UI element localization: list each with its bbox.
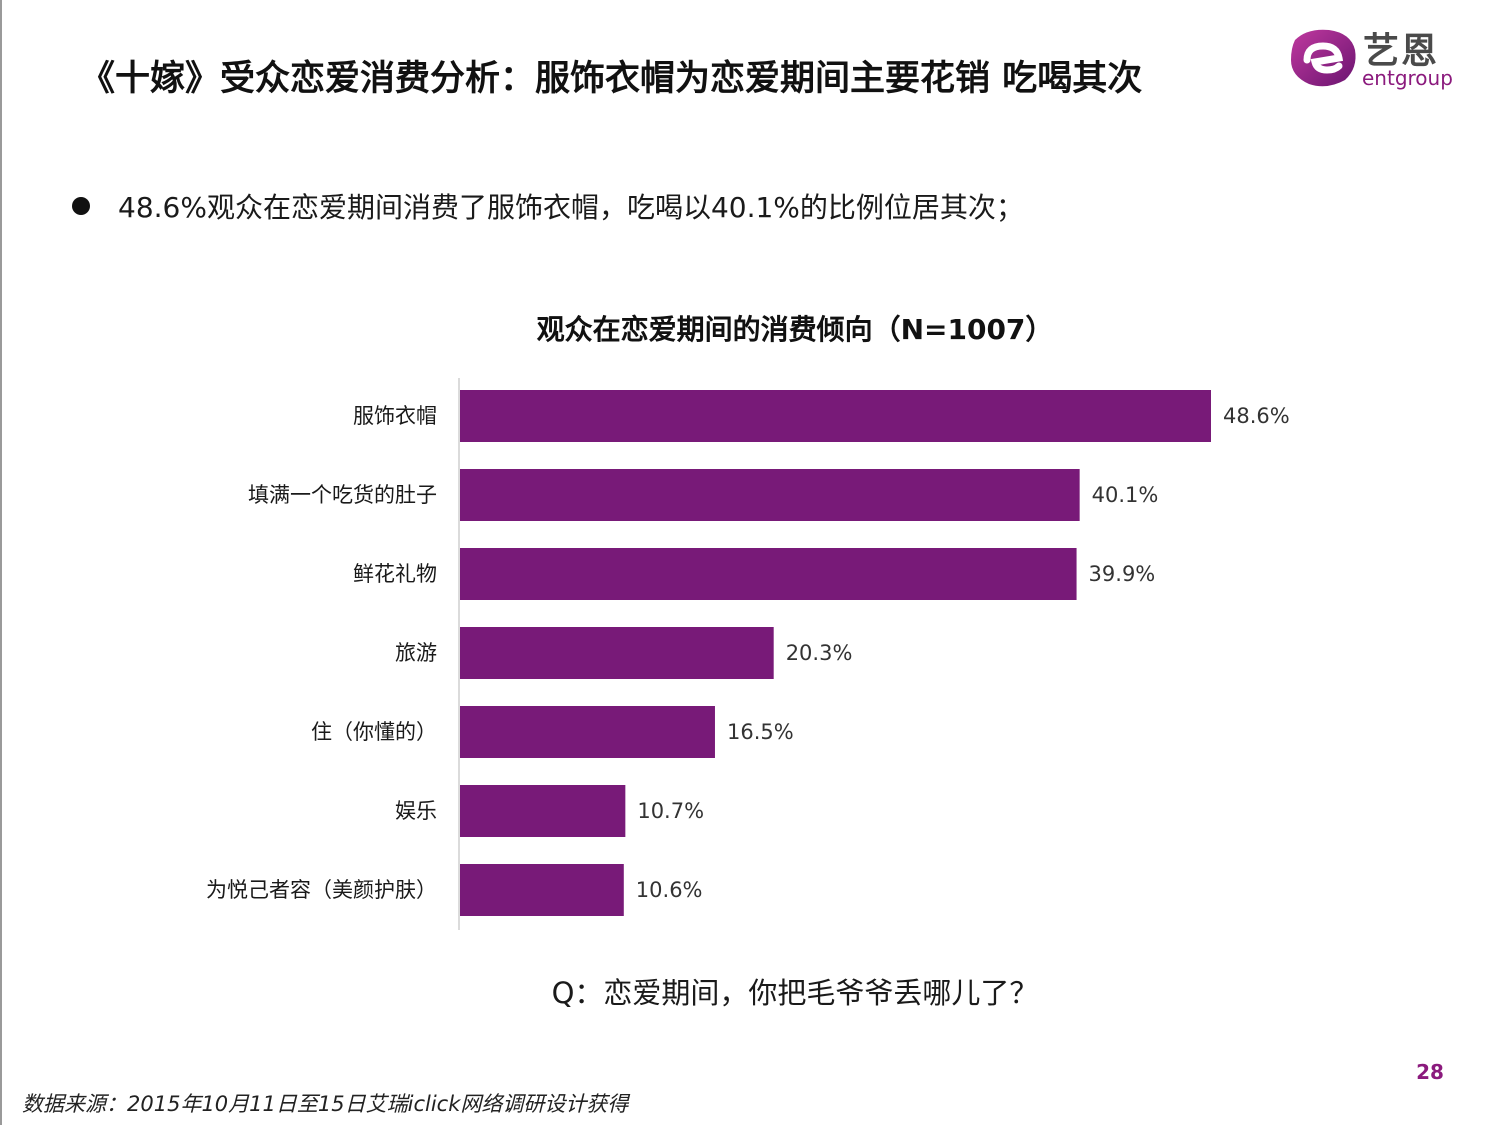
entgroup-logo: 艺恩 entgroup: [1285, 24, 1465, 96]
bar: [460, 706, 715, 758]
value-label: 16.5%: [727, 720, 794, 744]
value-label: 20.3%: [786, 641, 853, 665]
value-label: 39.9%: [1089, 562, 1156, 586]
value-label: 40.1%: [1092, 483, 1159, 507]
bar: [460, 469, 1080, 521]
bar: [460, 627, 774, 679]
page-number: 28: [1416, 1060, 1444, 1084]
category-label: 填满一个吃货的肚子: [248, 483, 437, 507]
category-label: 鲜花礼物: [353, 562, 437, 586]
value-label: 10.6%: [636, 878, 703, 902]
bar: [460, 548, 1077, 600]
category-label: 娱乐: [395, 799, 437, 823]
category-label: 住（你懂的）: [311, 720, 437, 744]
bar: [460, 390, 1211, 442]
category-label: 旅游: [395, 641, 437, 665]
logo-mark-icon: [1291, 29, 1356, 87]
page-title: 《十嫁》受众恋爱消费分析：服饰衣帽为恋爱期间主要花销 吃喝其次: [80, 59, 1143, 99]
summary-bullet: 48.6%观众在恋爱期间消费了服饰衣帽，吃喝以40.1%的比例位居其次；: [72, 186, 1024, 226]
logo-english-text: entgroup: [1362, 66, 1453, 90]
value-label: 48.6%: [1223, 404, 1290, 428]
category-label: 为悦己者容（美颜护肤）: [206, 878, 437, 902]
chart-title: 观众在恋爱期间的消费倾向（N=1007）: [536, 313, 1054, 346]
summary-text: 48.6%观众在恋爱期间消费了服饰衣帽，吃喝以40.1%的比例位居其次；: [118, 191, 1024, 224]
category-label: 服饰衣帽: [353, 404, 437, 428]
slide-left-border: [0, 0, 2, 1125]
data-source: 数据来源：2015年10月11日至15日艾瑞iclick网络调研设计获得: [22, 1092, 629, 1116]
bullet-dot-icon: [72, 197, 90, 215]
value-label: 10.7%: [637, 799, 704, 823]
logo-chinese-text: 艺恩: [1363, 31, 1440, 72]
bar: [460, 785, 626, 837]
question-text: Q：恋爱期间，你把毛爷爷丢哪儿了？: [551, 976, 1039, 1010]
bar: [460, 864, 624, 916]
